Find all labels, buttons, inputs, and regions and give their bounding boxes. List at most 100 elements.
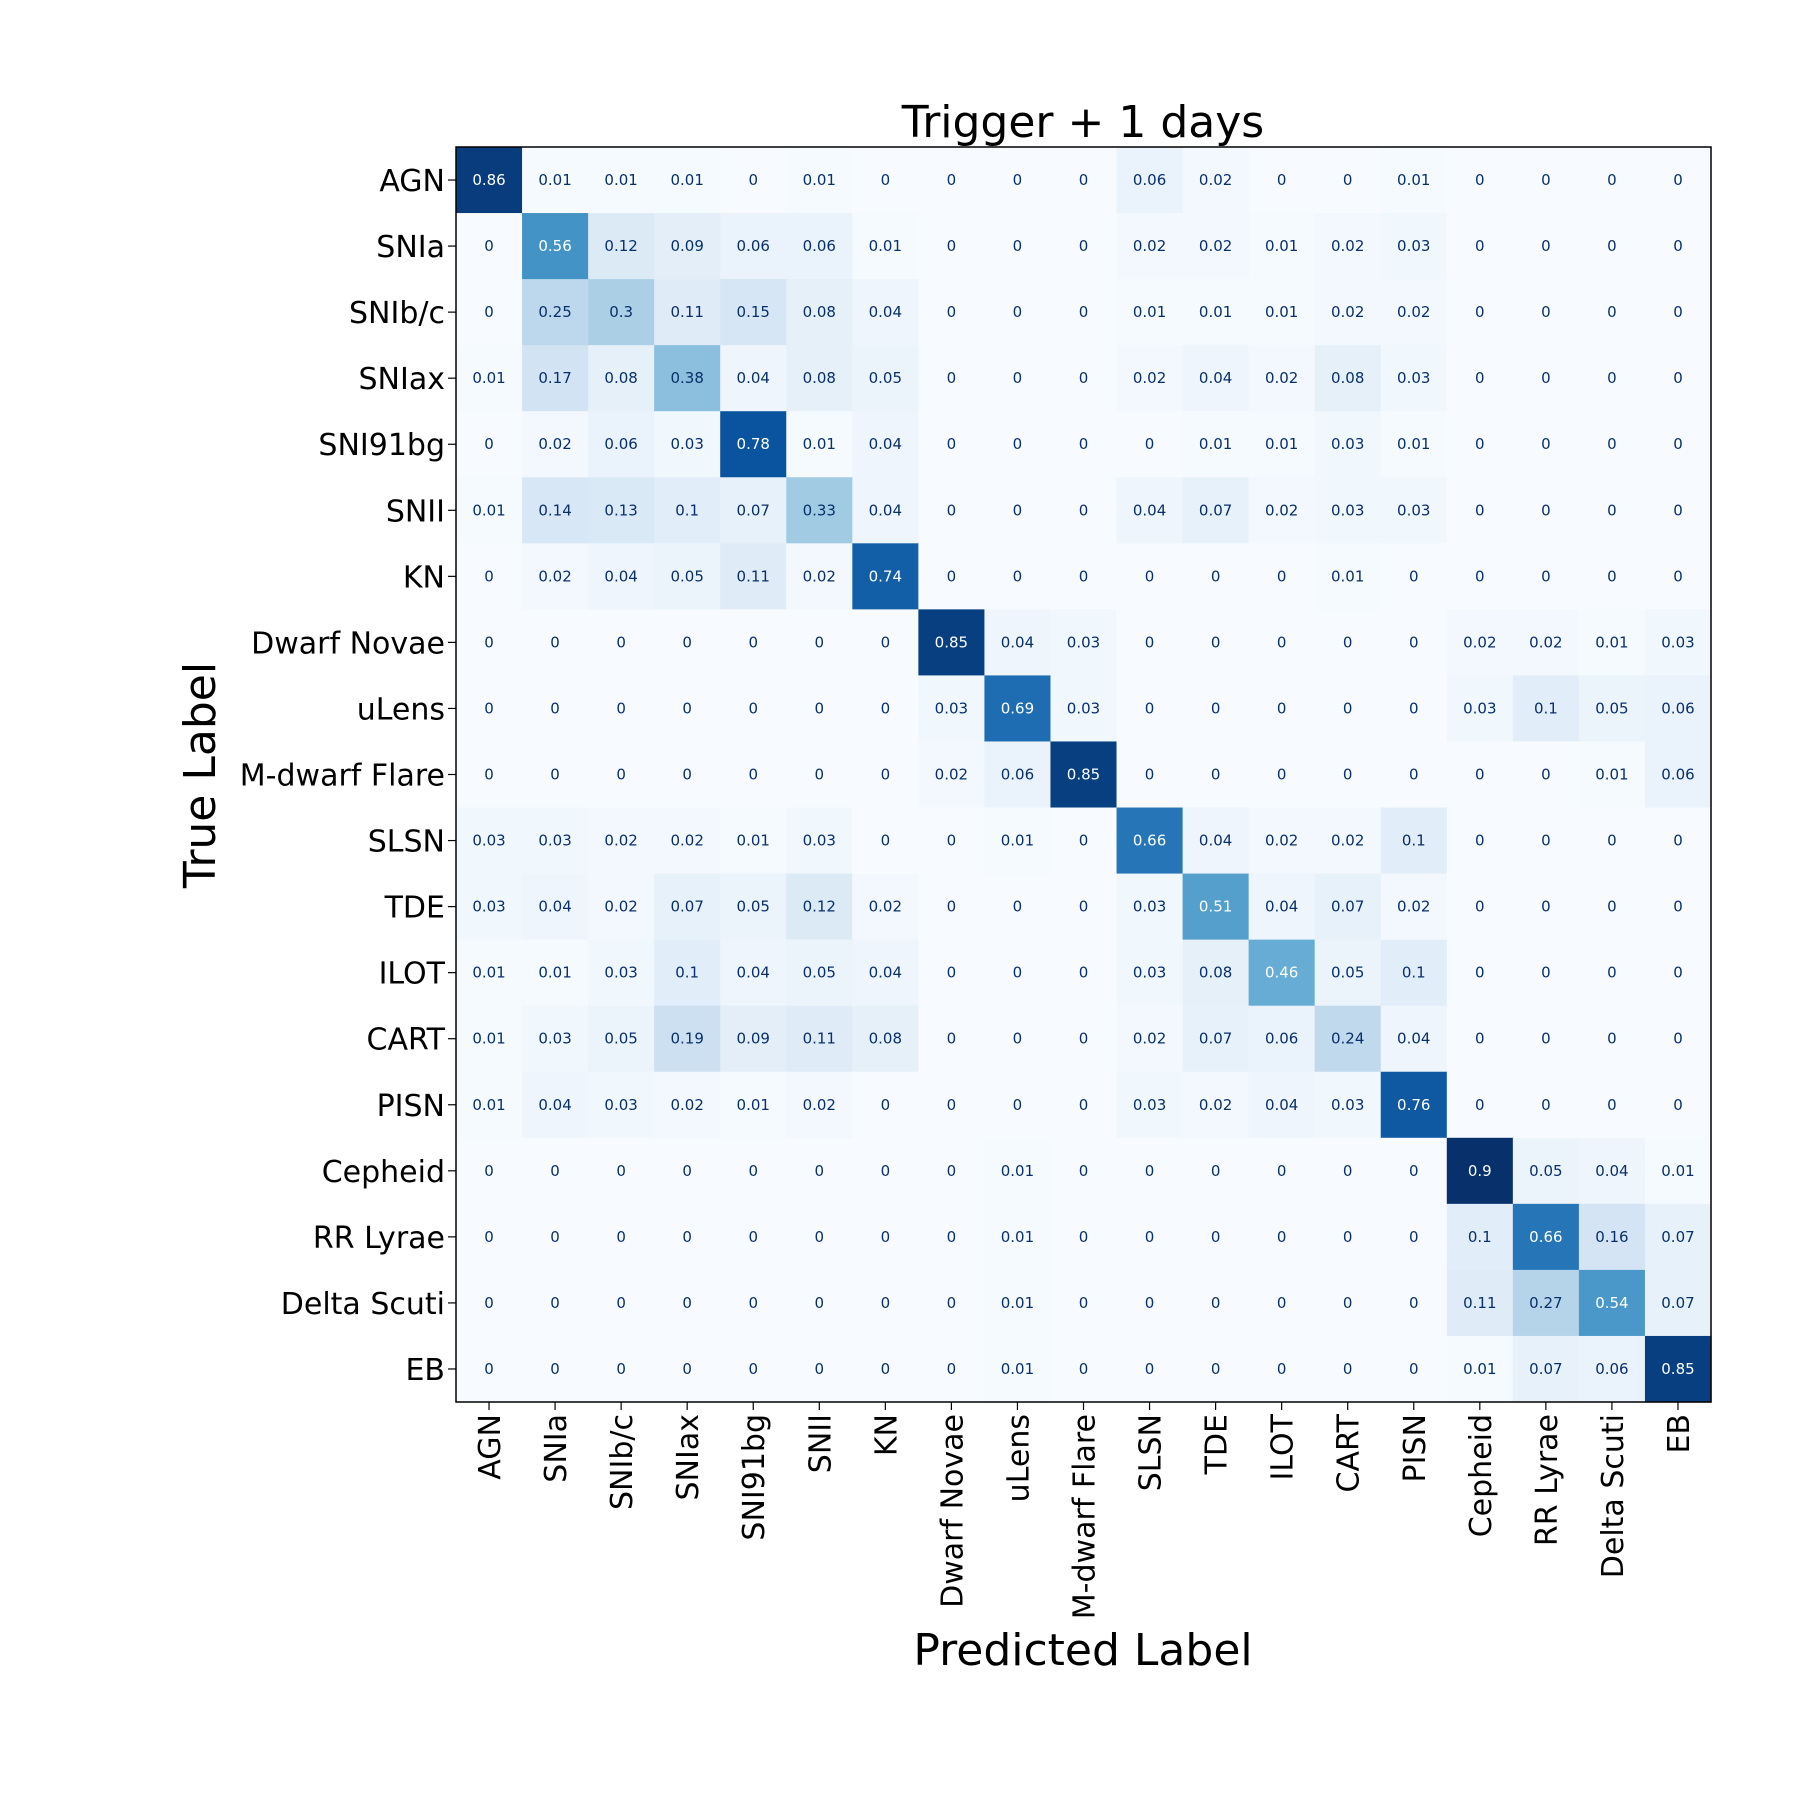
- cell-value-label: 0: [1211, 699, 1221, 717]
- heatmap-cell: [588, 1005, 655, 1073]
- heatmap-cell: [786, 675, 853, 743]
- heatmap-cell: [984, 1137, 1052, 1205]
- heatmap-cell: [918, 279, 986, 346]
- cell-value-label: 0: [1607, 832, 1617, 850]
- cell-value-label: 0: [1673, 501, 1683, 519]
- heatmap-cell: [522, 1071, 589, 1139]
- cell-value-label: 0.01: [1001, 832, 1034, 850]
- x-tick-label: Dwarf Novae: [935, 1414, 970, 1608]
- heatmap-cell: [1314, 609, 1382, 677]
- heatmap-cell: [720, 1269, 787, 1337]
- heatmap-cell: [1248, 1005, 1316, 1073]
- heatmap-cell: [1380, 1269, 1448, 1337]
- heatmap-cell: [654, 279, 721, 346]
- cell-value-label: 0.06: [1001, 766, 1034, 784]
- cell-value-label: 0.66: [1133, 832, 1166, 850]
- cell-value-label: 0.04: [1397, 1030, 1430, 1048]
- cell-value-label: 0.07: [670, 898, 703, 916]
- heatmap-cell: [1644, 807, 1712, 875]
- heatmap-cell: [522, 873, 589, 941]
- cell-value-label: 0.02: [1199, 237, 1232, 255]
- cell-value-label: 0.51: [1199, 898, 1232, 916]
- heatmap-cell: [852, 609, 919, 677]
- cell-value-label: 0.02: [670, 1096, 703, 1114]
- heatmap-cell: [1182, 543, 1250, 610]
- cell-value-label: 0.19: [670, 1030, 703, 1048]
- heatmap-cell: [1578, 741, 1646, 809]
- heatmap-cell: [852, 807, 919, 875]
- cell-value-label: 0.9: [1468, 1162, 1492, 1180]
- heatmap-cell: [1116, 1071, 1184, 1139]
- cell-value-label: 0: [1277, 1294, 1287, 1312]
- cell-value-label: 0: [484, 567, 494, 585]
- heatmap-cell: [1446, 147, 1514, 214]
- heatmap-cell: [1380, 345, 1448, 412]
- heatmap-cell: [852, 1071, 919, 1139]
- cell-value-label: 0.1: [675, 964, 699, 982]
- cell-value-label: 0.01: [1595, 633, 1628, 651]
- heatmap-cell: [1248, 213, 1316, 280]
- heatmap-cell: [984, 147, 1052, 214]
- heatmap-cell: [918, 543, 986, 610]
- cell-value-label: 0.08: [1199, 964, 1232, 982]
- heatmap-cell: [1182, 147, 1250, 214]
- y-tick-label: uLens: [357, 692, 445, 727]
- cell-value-label: 0.01: [1331, 567, 1364, 585]
- cell-value-label: 0: [881, 633, 891, 651]
- cell-value-label: 0.15: [737, 303, 770, 321]
- cell-value-label: 0: [1475, 303, 1485, 321]
- cell-value-label: 0: [815, 1228, 825, 1246]
- cell-value-label: 0.11: [1463, 1294, 1496, 1312]
- heatmap-cell: [720, 873, 787, 941]
- cell-value-label: 0.03: [1133, 1096, 1166, 1114]
- x-tick-label: CART: [1332, 1413, 1367, 1492]
- cell-value-label: 0: [1343, 171, 1353, 189]
- heatmap-cell: [654, 609, 721, 677]
- cell-value-label: 0: [947, 1096, 957, 1114]
- cell-value-label: 0.05: [1595, 699, 1628, 717]
- cell-value-label: 0: [1013, 171, 1023, 189]
- cell-value-label: 0: [748, 1162, 758, 1180]
- heatmap-cell: [1050, 1137, 1118, 1205]
- heatmap-cell: [1314, 1203, 1382, 1271]
- cell-value-label: 0: [1673, 171, 1683, 189]
- heatmap-cell: [456, 1005, 523, 1073]
- heatmap-cell: [918, 345, 986, 412]
- cell-value-label: 0: [947, 832, 957, 850]
- cell-value-label: 0: [748, 1228, 758, 1246]
- heatmap-cell: [720, 609, 787, 677]
- cell-value-label: 0: [1541, 1030, 1551, 1048]
- y-tick-label: CART: [367, 1023, 446, 1058]
- cell-value-label: 0: [748, 1294, 758, 1312]
- heatmap-cell: [654, 741, 721, 809]
- cell-value-label: 0: [616, 1360, 626, 1378]
- heatmap-cell: [1314, 1137, 1382, 1205]
- heatmap-cell: [1314, 741, 1382, 809]
- y-tick-label: RR Lyrae: [313, 1221, 445, 1256]
- cell-value-label: 0.06: [737, 237, 770, 255]
- cell-value-label: 0.86: [472, 171, 505, 189]
- heatmap-cell: [1644, 675, 1712, 743]
- heatmap-cell: [1512, 741, 1580, 809]
- x-tick-label: uLens: [1001, 1414, 1036, 1502]
- x-tick-label: SNIa: [539, 1414, 574, 1483]
- heatmap-cell: [786, 1335, 853, 1403]
- heatmap-cell: [1314, 675, 1382, 743]
- heatmap-cell: [720, 213, 787, 280]
- cell-value-label: 0.1: [675, 501, 699, 519]
- heatmap-cell: [522, 147, 589, 214]
- cell-value-label: 0: [1475, 1096, 1485, 1114]
- heatmap-cell: [1380, 675, 1448, 743]
- cell-value-label: 0: [616, 633, 626, 651]
- heatmap-cell: [1644, 609, 1712, 677]
- heatmap-cell: [1116, 1137, 1184, 1205]
- heatmap-cell: [1314, 1269, 1382, 1337]
- heatmap-cell: [654, 477, 721, 544]
- heatmap-cell: [1116, 675, 1184, 743]
- cell-value-label: 0: [1409, 1228, 1419, 1246]
- y-axis-ticks: AGN SNIa SNIb/c SNIax SNI91bg SNII KN Dwarf Nov…: [240, 164, 456, 1388]
- cell-value-label: 0: [1145, 1228, 1155, 1246]
- heatmap-cell: [1248, 1137, 1316, 1205]
- heatmap-cell: [522, 477, 589, 544]
- heatmap-cell: [918, 411, 986, 478]
